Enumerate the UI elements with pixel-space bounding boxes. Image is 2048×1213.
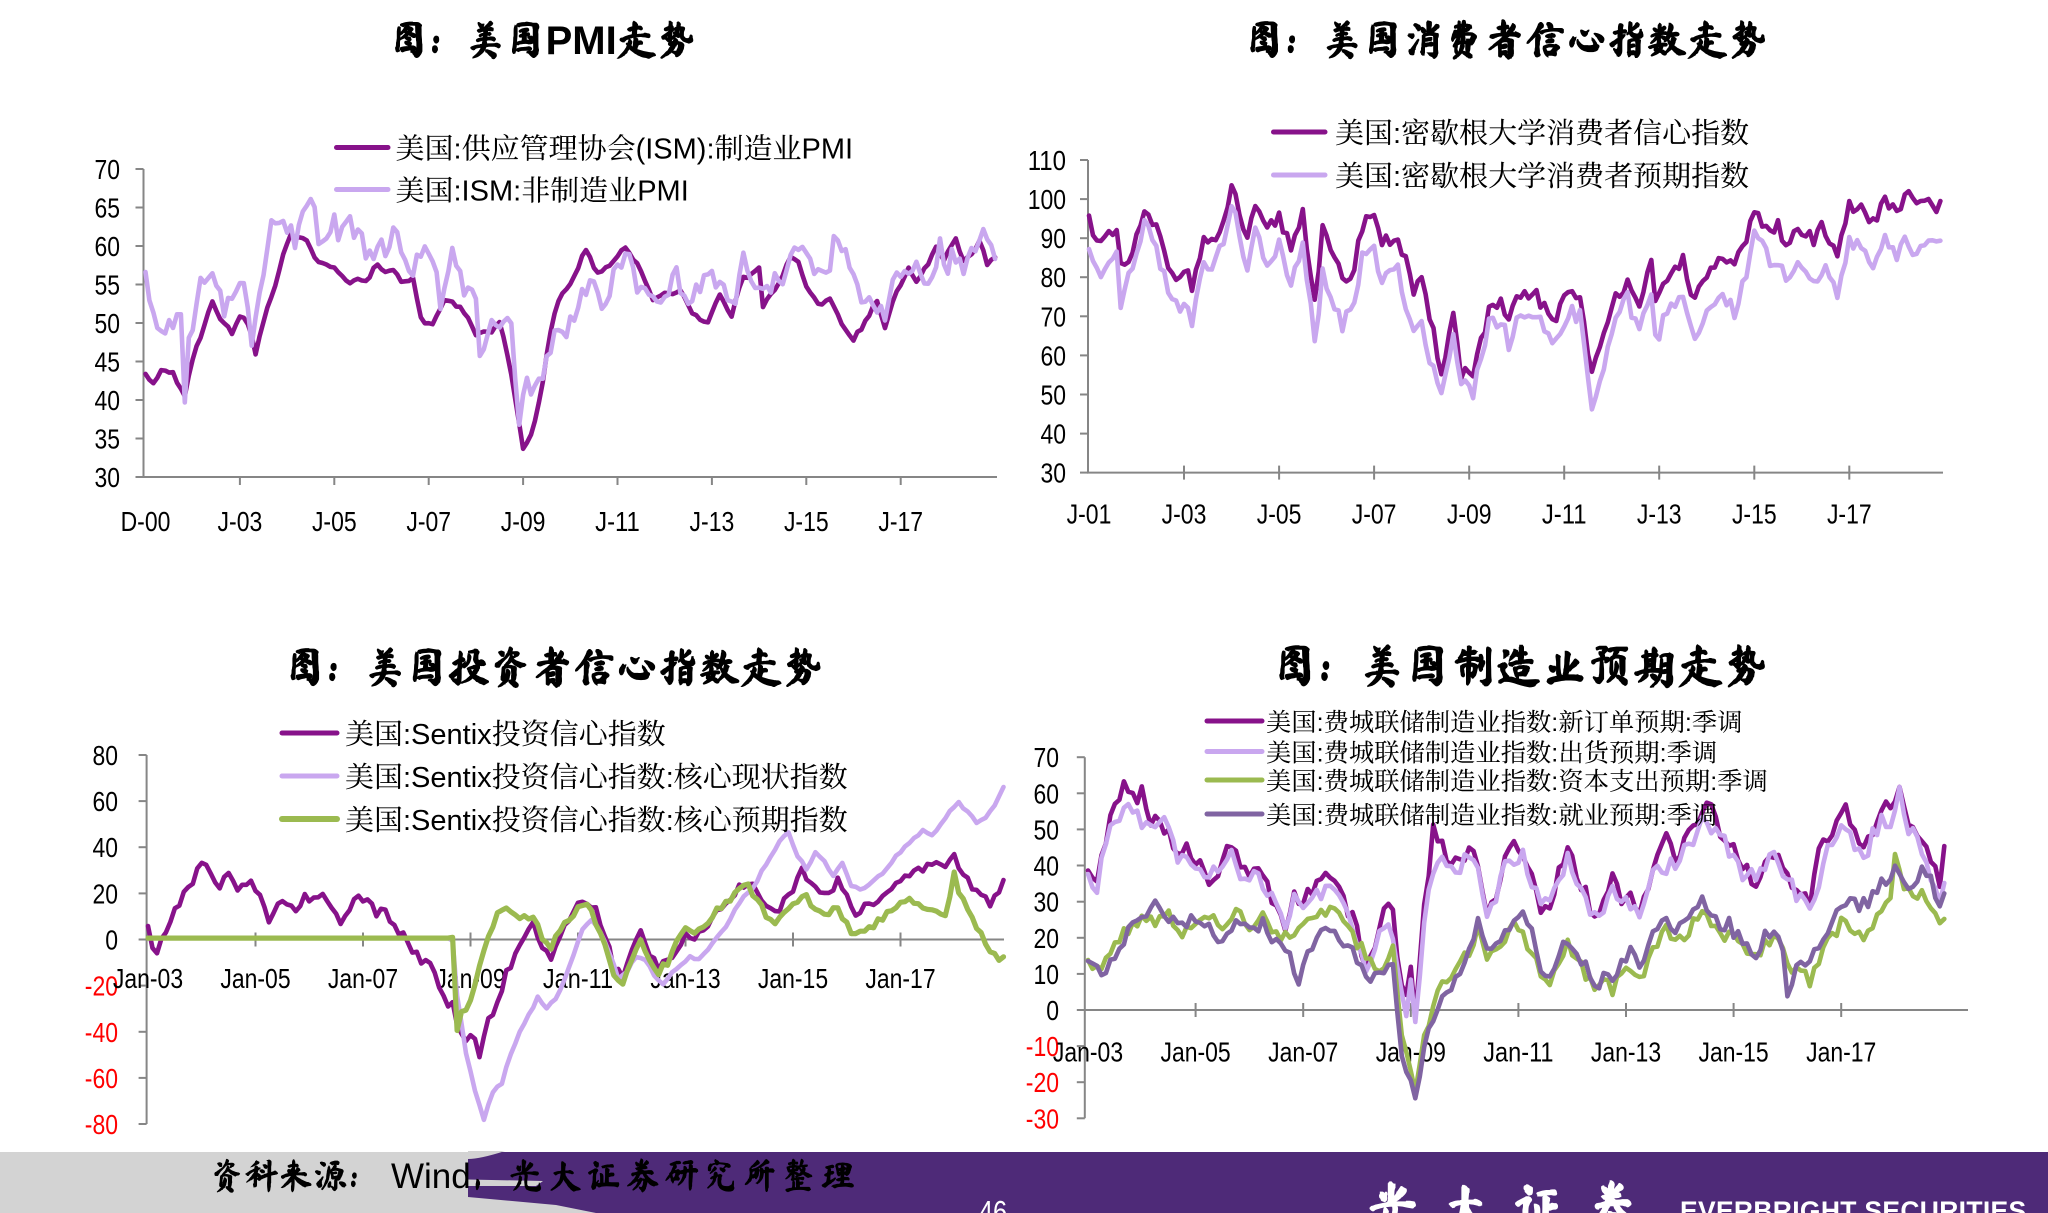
svg-text::: : <box>1551 802 1558 830</box>
svg-text:40: 40 <box>95 385 121 416</box>
svg-text::: : <box>1317 768 1324 796</box>
svg-text::: : <box>666 762 674 794</box>
svg-text:J-15: J-15 <box>784 506 829 537</box>
svg-text:40: 40 <box>1041 419 1067 450</box>
svg-text:Jan-07: Jan-07 <box>1268 1037 1338 1068</box>
svg-text:Jan-03: Jan-03 <box>113 963 183 994</box>
svg-text:Jan-13: Jan-13 <box>1591 1037 1661 1068</box>
svg-text::Sentix: :Sentix <box>403 762 492 794</box>
svg-text::: : <box>1393 161 1401 193</box>
svg-text::: : <box>1710 768 1717 796</box>
svg-text:J-03: J-03 <box>1162 499 1207 530</box>
svg-text:-10: -10 <box>1026 1031 1059 1062</box>
svg-text:30: 30 <box>1041 458 1067 489</box>
svg-text:PMI: PMI <box>546 19 617 63</box>
svg-text:60: 60 <box>1041 340 1067 371</box>
svg-text:40: 40 <box>93 832 119 863</box>
svg-text::: : <box>1660 802 1667 830</box>
svg-text:55: 55 <box>95 270 121 301</box>
svg-text:35: 35 <box>95 424 121 455</box>
svg-text:60: 60 <box>95 231 121 262</box>
svg-text::Sentix: :Sentix <box>403 719 492 751</box>
svg-text::: : <box>1317 740 1324 768</box>
svg-text:J-13: J-13 <box>690 506 735 537</box>
svg-text:Jan-15: Jan-15 <box>758 963 828 994</box>
svg-text:J-13: J-13 <box>1637 499 1682 530</box>
svg-text::: : <box>1317 709 1324 737</box>
svg-text::Sentix: :Sentix <box>403 805 492 837</box>
svg-text:65: 65 <box>95 193 121 224</box>
svg-text:0: 0 <box>105 925 118 956</box>
svg-text:Jan-17: Jan-17 <box>1806 1037 1876 1068</box>
svg-text:45: 45 <box>95 347 121 378</box>
svg-text:50: 50 <box>1041 380 1067 411</box>
svg-text:J-07: J-07 <box>1352 499 1397 530</box>
svg-text:10: 10 <box>1034 959 1060 990</box>
svg-text:PMI: PMI <box>802 134 854 166</box>
svg-text:Jan-05: Jan-05 <box>1161 1037 1231 1068</box>
svg-text:-20: -20 <box>1026 1067 1059 1098</box>
svg-text:30: 30 <box>95 462 121 493</box>
svg-text:J-11: J-11 <box>595 506 640 537</box>
svg-text:J-17: J-17 <box>878 506 923 537</box>
svg-text:D-00: D-00 <box>121 506 171 537</box>
svg-text::ISM:: :ISM: <box>454 176 522 208</box>
svg-text:J-01: J-01 <box>1067 499 1112 530</box>
svg-text:20: 20 <box>93 878 119 909</box>
svg-text:J-05: J-05 <box>1257 499 1302 530</box>
svg-text:100: 100 <box>1028 184 1066 215</box>
svg-text:PMI: PMI <box>637 176 689 208</box>
svg-text:50: 50 <box>95 308 121 339</box>
svg-text:60: 60 <box>1034 778 1060 809</box>
svg-text:Jan-17: Jan-17 <box>865 963 935 994</box>
svg-text::: : <box>1685 709 1692 737</box>
svg-text:-20: -20 <box>85 971 118 1002</box>
svg-text:Jan-03: Jan-03 <box>1053 1037 1123 1068</box>
svg-text:J-03: J-03 <box>218 506 263 537</box>
svg-text:Jan-05: Jan-05 <box>220 963 290 994</box>
svg-text:0: 0 <box>1046 995 1059 1026</box>
svg-text:Jan-07: Jan-07 <box>328 963 398 994</box>
svg-text::: : <box>1317 802 1324 830</box>
svg-text:Jan-11: Jan-11 <box>543 963 613 994</box>
svg-text:-80: -80 <box>85 1109 118 1140</box>
svg-text:70: 70 <box>1034 742 1060 773</box>
svg-text:-30: -30 <box>1026 1103 1059 1134</box>
svg-text:EVERBRIGHT SECURITIES: EVERBRIGHT SECURITIES <box>1680 1196 2026 1213</box>
svg-text:80: 80 <box>1041 262 1067 293</box>
svg-text:Wind: Wind <box>391 1157 471 1196</box>
svg-text::: : <box>666 805 674 837</box>
svg-text::: : <box>1551 768 1558 796</box>
svg-text:-60: -60 <box>85 1063 118 1094</box>
svg-text:70: 70 <box>1041 301 1067 332</box>
svg-text::: : <box>1393 118 1401 150</box>
svg-text:40: 40 <box>1034 851 1060 882</box>
svg-text:110: 110 <box>1028 145 1066 176</box>
svg-text::: : <box>1551 740 1558 768</box>
svg-text:90: 90 <box>1041 223 1067 254</box>
svg-text:J-05: J-05 <box>312 506 357 537</box>
svg-text:J-09: J-09 <box>1447 499 1492 530</box>
svg-text:J-09: J-09 <box>501 506 546 537</box>
svg-text:80: 80 <box>93 740 119 771</box>
svg-text:60: 60 <box>93 786 119 817</box>
svg-text:46: 46 <box>979 1194 1007 1213</box>
svg-text:50: 50 <box>1034 814 1060 845</box>
svg-text:J-07: J-07 <box>406 506 451 537</box>
svg-text:-40: -40 <box>85 1017 118 1048</box>
svg-text:J-11: J-11 <box>1542 499 1587 530</box>
svg-text:Jan-11: Jan-11 <box>1483 1037 1553 1068</box>
svg-text:Jan-09: Jan-09 <box>435 963 505 994</box>
svg-text:J-15: J-15 <box>1732 499 1777 530</box>
svg-text:70: 70 <box>95 154 121 185</box>
svg-text:30: 30 <box>1034 887 1060 918</box>
svg-text:20: 20 <box>1034 923 1060 954</box>
svg-text::: : <box>1551 709 1558 737</box>
svg-text::: : <box>454 134 462 166</box>
svg-text:Jan-15: Jan-15 <box>1699 1037 1769 1068</box>
svg-text:J-17: J-17 <box>1827 499 1872 530</box>
svg-text::: : <box>1660 740 1667 768</box>
svg-text:(ISM):: (ISM): <box>636 134 715 166</box>
